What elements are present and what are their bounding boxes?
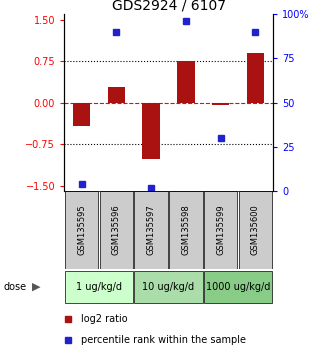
Text: GSM135600: GSM135600 xyxy=(251,205,260,256)
Text: GSM135597: GSM135597 xyxy=(147,205,156,256)
Bar xyxy=(134,191,168,269)
Text: percentile rank within the sample: percentile rank within the sample xyxy=(81,335,246,345)
Bar xyxy=(239,191,272,269)
Text: 1000 ug/kg/d: 1000 ug/kg/d xyxy=(206,282,270,292)
Bar xyxy=(143,103,160,159)
Text: 10 ug/kg/d: 10 ug/kg/d xyxy=(143,282,195,292)
Bar xyxy=(108,87,125,103)
Bar xyxy=(247,53,264,103)
Bar xyxy=(134,271,203,303)
Title: GDS2924 / 6107: GDS2924 / 6107 xyxy=(111,0,226,13)
Text: GSM135599: GSM135599 xyxy=(216,205,225,256)
Bar xyxy=(100,191,133,269)
Bar xyxy=(169,191,203,269)
Text: dose: dose xyxy=(3,282,26,292)
Text: log2 ratio: log2 ratio xyxy=(81,314,127,324)
Bar xyxy=(212,103,230,105)
Text: GSM135598: GSM135598 xyxy=(181,205,190,256)
Bar xyxy=(65,271,133,303)
Text: GSM135595: GSM135595 xyxy=(77,205,86,256)
Bar xyxy=(65,191,98,269)
Text: 1 ug/kg/d: 1 ug/kg/d xyxy=(76,282,122,292)
Bar xyxy=(73,103,90,126)
Text: GSM135596: GSM135596 xyxy=(112,205,121,256)
Bar xyxy=(204,271,272,303)
Text: ▶: ▶ xyxy=(32,282,40,292)
Bar xyxy=(204,191,238,269)
Bar xyxy=(177,61,195,103)
